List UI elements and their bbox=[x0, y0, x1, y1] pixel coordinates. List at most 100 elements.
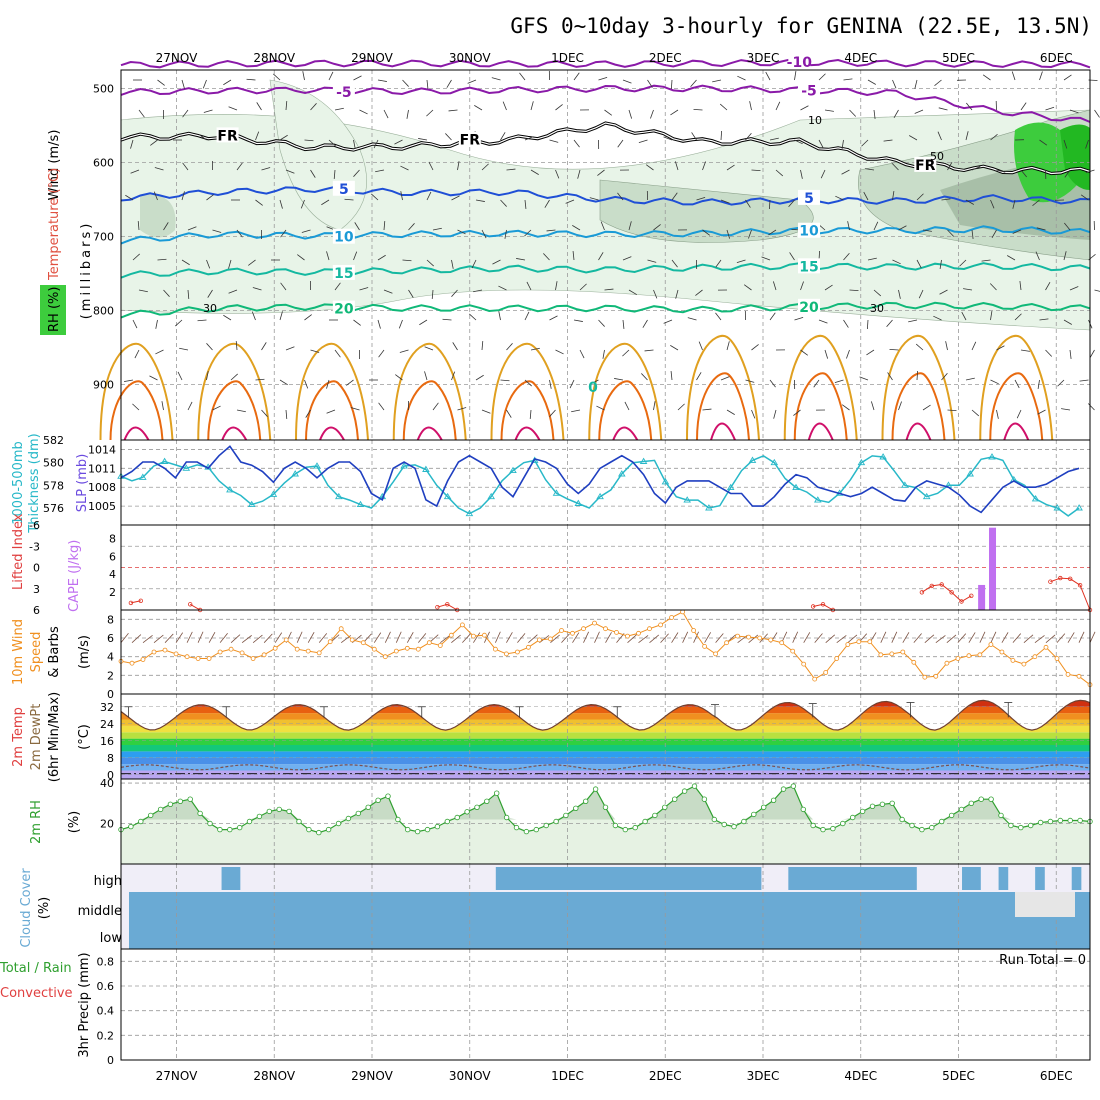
isotherm-label: 10 bbox=[799, 224, 819, 240]
wind-barb bbox=[579, 283, 587, 291]
wind-barb bbox=[236, 162, 243, 171]
cloud-high-segment bbox=[605, 867, 616, 890]
thickness-point bbox=[901, 481, 909, 488]
wind-barb bbox=[203, 109, 213, 113]
wind-barb bbox=[990, 199, 995, 209]
rh-2m-point bbox=[345, 815, 352, 822]
wind-speed-point bbox=[845, 642, 851, 647]
wind-barb-10m bbox=[693, 631, 699, 643]
rh-2m-point bbox=[780, 786, 787, 792]
wind-barb bbox=[181, 191, 185, 201]
wind-barb bbox=[426, 79, 429, 89]
wind-speed-point bbox=[459, 622, 465, 628]
wind-barb bbox=[841, 139, 844, 149]
rh-2m-point bbox=[879, 801, 886, 807]
date-label-bottom: 1DEC bbox=[551, 1069, 584, 1083]
wind-barb bbox=[841, 169, 850, 175]
wind-barb bbox=[794, 139, 803, 145]
wind-barb bbox=[971, 229, 974, 239]
date-label-top: 4DEC bbox=[844, 51, 877, 65]
rh-2m-point bbox=[197, 810, 203, 817]
wind-barb bbox=[304, 314, 312, 321]
rh-2m-point bbox=[770, 797, 777, 803]
wind-barb-10m bbox=[318, 633, 328, 643]
cloud-high-segment bbox=[541, 867, 552, 890]
wind-barb bbox=[279, 199, 283, 209]
wind-barb bbox=[206, 343, 213, 351]
wind-speed-point bbox=[801, 661, 807, 667]
wind-barb bbox=[419, 319, 428, 326]
wind-barb bbox=[1037, 379, 1040, 389]
wind-barb bbox=[445, 133, 452, 141]
rh-2m-point bbox=[563, 812, 569, 819]
wind-barb bbox=[641, 373, 648, 381]
wind-barb bbox=[614, 378, 624, 381]
wind-barb bbox=[300, 199, 305, 209]
date-label-top: 5DEC bbox=[942, 51, 975, 65]
rh-2m-point bbox=[1067, 817, 1073, 824]
wind-speed-point bbox=[944, 660, 950, 666]
wind-barb bbox=[800, 169, 803, 179]
wind-barb bbox=[1094, 109, 1100, 118]
cloud-high-segment bbox=[504, 867, 515, 890]
wind-barb-10m bbox=[274, 632, 283, 643]
temp-band bbox=[121, 757, 1090, 765]
wind-speed-point bbox=[404, 645, 410, 651]
wind-barb bbox=[677, 403, 685, 411]
wind-barb bbox=[891, 163, 899, 171]
wind-barb bbox=[898, 401, 902, 411]
boundary-layer-contour-orange bbox=[207, 380, 262, 441]
wind-barb bbox=[598, 319, 605, 327]
wind-barb bbox=[922, 404, 931, 411]
wind-barb bbox=[500, 379, 510, 382]
rh-2m-point bbox=[147, 812, 154, 819]
thickness-point bbox=[770, 458, 779, 466]
lifted-index-line bbox=[921, 583, 972, 603]
wind-barb bbox=[1064, 169, 1071, 178]
wind-speed-point bbox=[526, 644, 531, 650]
thickness-point bbox=[618, 470, 626, 477]
thickness-point bbox=[857, 458, 866, 466]
wind-barb bbox=[181, 79, 185, 89]
wind-barb bbox=[873, 109, 876, 119]
boundary-layer-contour-orange bbox=[109, 380, 164, 441]
wind-barb bbox=[670, 345, 679, 351]
wind-barb bbox=[255, 199, 263, 206]
wind-barb-10m bbox=[495, 631, 501, 643]
precip-tick-label: 0.6 bbox=[97, 980, 115, 993]
wind-barb bbox=[406, 109, 409, 119]
wind-barb bbox=[719, 103, 728, 111]
cloud-high-segment bbox=[587, 867, 597, 890]
isotherm-20 bbox=[120, 301, 1091, 319]
ylabel-2m-dewpt: 2m DewPt bbox=[29, 704, 44, 771]
wind-barb bbox=[982, 74, 991, 81]
isotherm-label: FR bbox=[217, 128, 238, 144]
wind-speed-point bbox=[239, 650, 245, 656]
wind-barb bbox=[765, 71, 771, 81]
wind-barb bbox=[279, 379, 288, 386]
wind-barb bbox=[715, 259, 722, 268]
wind-barb bbox=[565, 199, 575, 204]
wind-barb bbox=[818, 73, 826, 81]
cloud-high-segment bbox=[669, 867, 680, 890]
isotherm-label: -10 bbox=[787, 55, 813, 71]
wind-speed-point bbox=[955, 656, 961, 661]
rh-2m-point bbox=[395, 816, 401, 823]
wind-speed-point bbox=[184, 654, 190, 660]
date-label-bottom: 2DEC bbox=[649, 1069, 682, 1083]
wind-barb bbox=[399, 349, 409, 353]
cloud-high-segment bbox=[824, 867, 835, 890]
wind-speed-point bbox=[415, 646, 421, 652]
temp-band bbox=[121, 745, 1090, 752]
wind-barb bbox=[622, 256, 632, 261]
wind-barb-10m bbox=[627, 634, 637, 643]
rh-2m-point bbox=[573, 805, 579, 811]
thickness-tick-label: 576 bbox=[43, 502, 64, 515]
rh-2m-point bbox=[830, 825, 836, 832]
rh-2m-point bbox=[276, 806, 282, 813]
wind-barb bbox=[761, 256, 771, 261]
temp-tick-label: 24 bbox=[100, 718, 114, 731]
wind-barb bbox=[285, 169, 295, 174]
date-label-top: 29NOV bbox=[351, 51, 393, 65]
wind-barb-10m bbox=[572, 632, 580, 643]
